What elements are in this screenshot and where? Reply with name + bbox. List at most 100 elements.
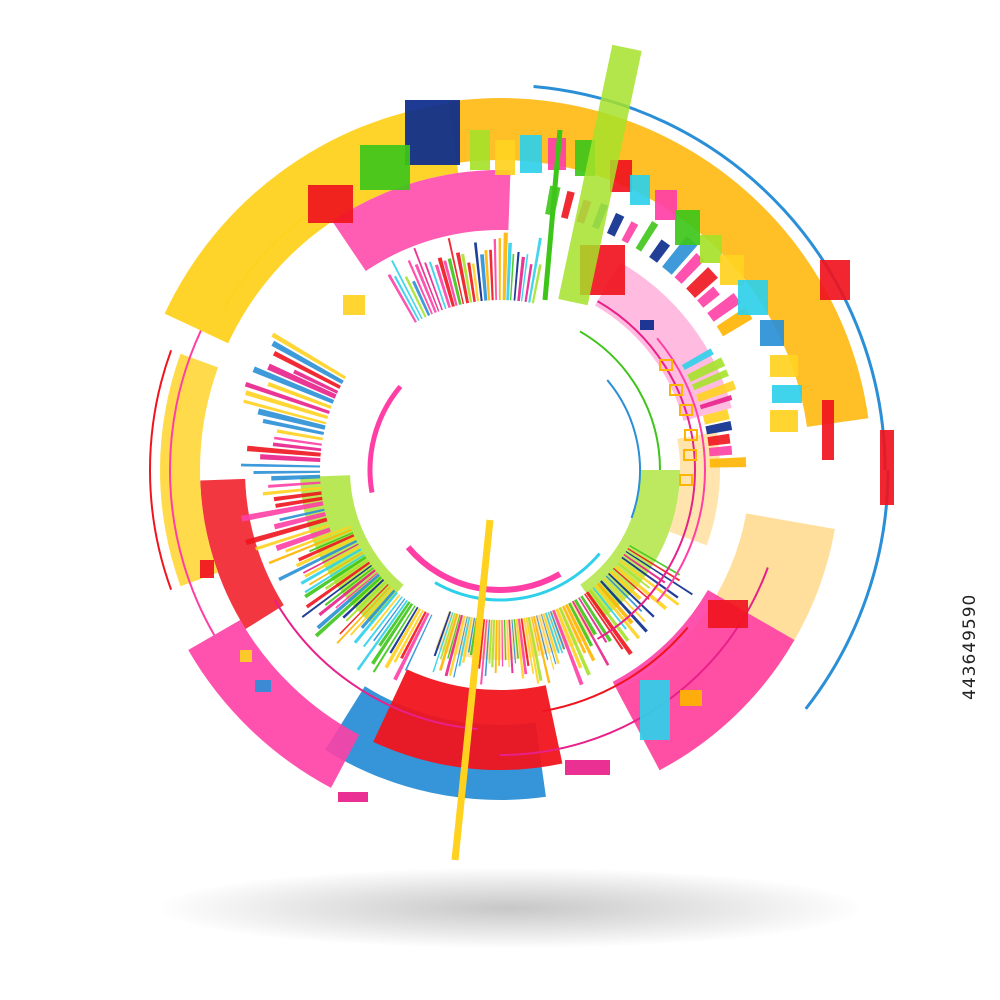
radial-bar [513, 251, 520, 301]
radial-bar [267, 382, 332, 409]
radial-bar [555, 608, 583, 669]
radial-bar [400, 611, 427, 659]
radial-bar [509, 254, 515, 301]
radial-bar [393, 609, 424, 663]
drop-shadow [160, 868, 860, 948]
radial-bar [494, 619, 498, 674]
radial-bar [702, 409, 730, 425]
radial-bar [271, 340, 344, 385]
radial-bar [443, 260, 458, 306]
inner-dash-cyan [434, 552, 601, 602]
inner-line-green [579, 330, 661, 471]
radial-bar [444, 614, 463, 677]
radial-bar [433, 611, 452, 657]
inner-line-blue [606, 379, 641, 519]
radial-bar [246, 445, 321, 457]
diagonal-green-line [542, 129, 563, 301]
radial-bar [484, 619, 491, 677]
radial-bar [273, 511, 326, 530]
radial-bar [324, 559, 369, 590]
radial-bar [345, 581, 387, 622]
hollow-square [683, 449, 697, 461]
accent-block [343, 295, 365, 315]
radial-bar [585, 591, 633, 656]
radial-bar [272, 442, 322, 452]
radial-bar [305, 561, 371, 609]
radial-bar [517, 618, 528, 675]
radial-bar [447, 237, 465, 305]
radial-bar [484, 250, 491, 301]
radial-bar [489, 249, 494, 301]
radial-bar [414, 263, 437, 314]
radial-bar [501, 619, 504, 667]
hollow-square [679, 404, 693, 416]
radial-bar [542, 613, 560, 664]
radial-bar [255, 524, 330, 551]
outer-arc-orange [448, 98, 869, 427]
radial-bar [276, 429, 323, 441]
radial-bar [297, 534, 355, 562]
inner-line-pink [367, 384, 403, 494]
radial-bar [336, 586, 391, 644]
radial-bar [674, 253, 705, 284]
radial-bar [314, 576, 383, 638]
hollow-square [679, 474, 693, 486]
radial-bar [709, 457, 747, 468]
radial-bar [525, 617, 540, 684]
radial-bar [600, 580, 648, 633]
radial-bar [362, 596, 403, 648]
outer-arc-pink-left [188, 620, 360, 788]
radial-bar [515, 618, 525, 679]
radial-bar [662, 236, 698, 275]
radial-bar [275, 496, 323, 508]
radial-bar [467, 617, 476, 653]
radial-bar [438, 613, 459, 671]
radial-bar [424, 262, 443, 311]
radial-bar [360, 589, 396, 629]
radial-bar [428, 261, 447, 310]
radial-bar [335, 572, 378, 609]
radial-bar [687, 357, 726, 382]
radial-bar [372, 605, 416, 673]
radial-bar [434, 264, 451, 308]
radial-bar [391, 260, 423, 320]
hollow-square [659, 359, 673, 371]
radial-bar [373, 598, 406, 642]
radial-bar [278, 539, 358, 581]
accent-block [495, 140, 515, 175]
radial-bar [708, 445, 733, 457]
accent-block [770, 410, 798, 432]
stock-image-id: 443649590 [960, 593, 980, 700]
mid-arc-pink-faint [595, 262, 732, 421]
radial-bar [467, 262, 476, 303]
radial-bar [508, 619, 514, 674]
accent-block [822, 400, 834, 460]
radial-bar [532, 615, 551, 684]
hollow-square [669, 384, 683, 396]
radial-bar [473, 242, 483, 302]
radial-bar [252, 366, 335, 404]
radial-bar [681, 348, 714, 371]
radial-bar [371, 602, 414, 665]
radial-bar [606, 212, 625, 237]
radial-bar [558, 607, 591, 676]
radial-bar [584, 593, 624, 650]
radial-bar [552, 609, 584, 686]
accent-block [520, 135, 542, 173]
hollow-square [684, 429, 698, 441]
radial-bar [619, 559, 680, 606]
radial-bar [393, 612, 430, 681]
radial-bar [462, 617, 473, 663]
radial-bar [493, 239, 498, 301]
radial-bar [308, 532, 354, 553]
accent-block [640, 320, 654, 330]
radial-bar [649, 239, 671, 263]
accent-block [255, 680, 271, 692]
radial-bar [547, 611, 564, 654]
radial-bar [629, 545, 681, 576]
radial-bar [523, 617, 535, 674]
accent-block [770, 355, 798, 377]
radial-bar [538, 614, 555, 670]
radial-bar [621, 556, 679, 599]
radial-bar [612, 567, 650, 600]
